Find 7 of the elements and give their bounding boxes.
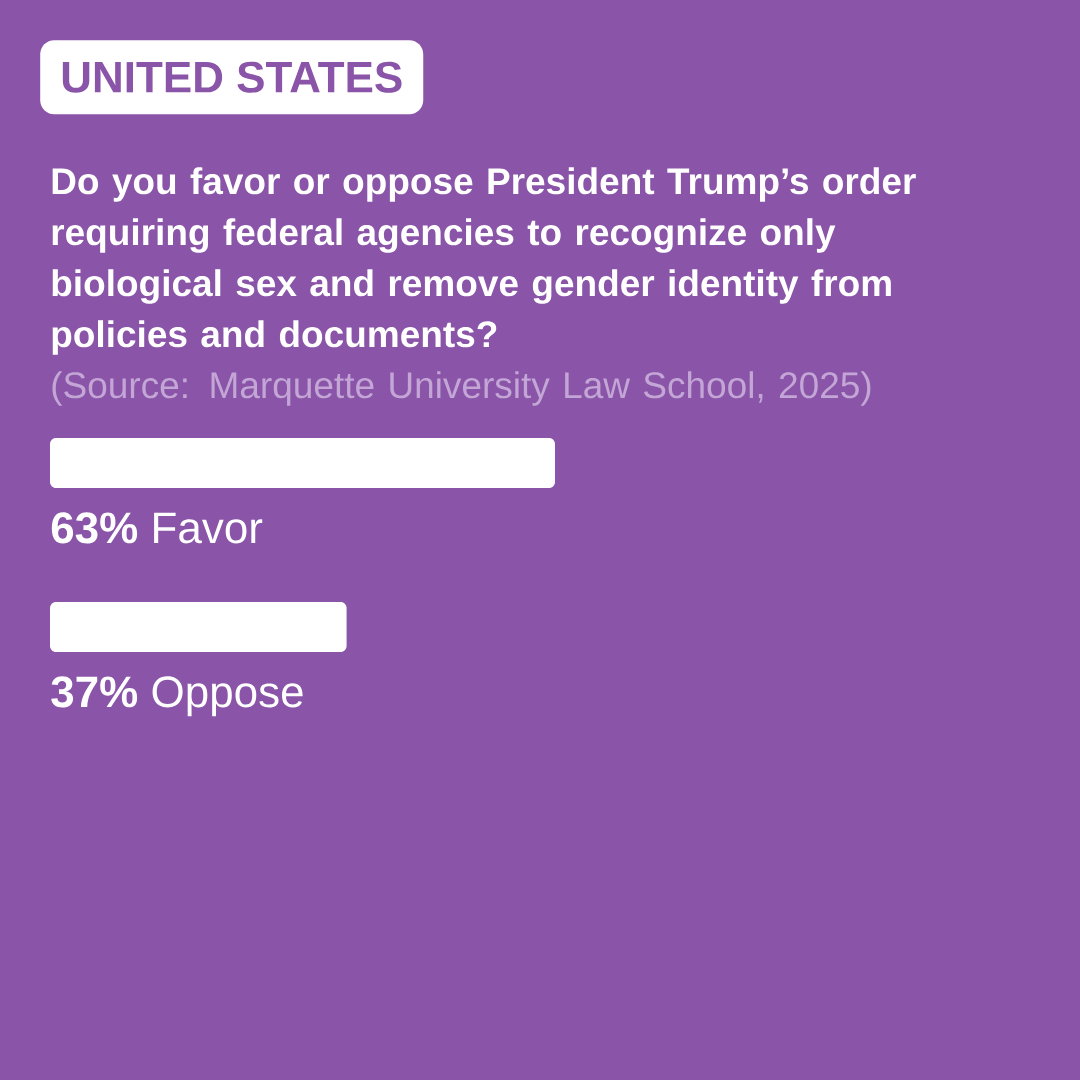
y-tick-label: Oppose — [152, 676, 303, 717]
data-label: 63% — [51, 512, 138, 544]
data-label: 37% — [51, 676, 138, 708]
chart-title: Do you favor or oppose President Trump’s order requiring federal agencies to recognize only biological sex and remove gender identity from policies and documents? — [52, 167, 916, 355]
chart-subtitle: UNITED STATES — [62, 61, 402, 93]
text: (Source: Marquette University Law School, 2025) — [52, 371, 871, 406]
y-tick-label: Favor — [154, 512, 263, 544]
